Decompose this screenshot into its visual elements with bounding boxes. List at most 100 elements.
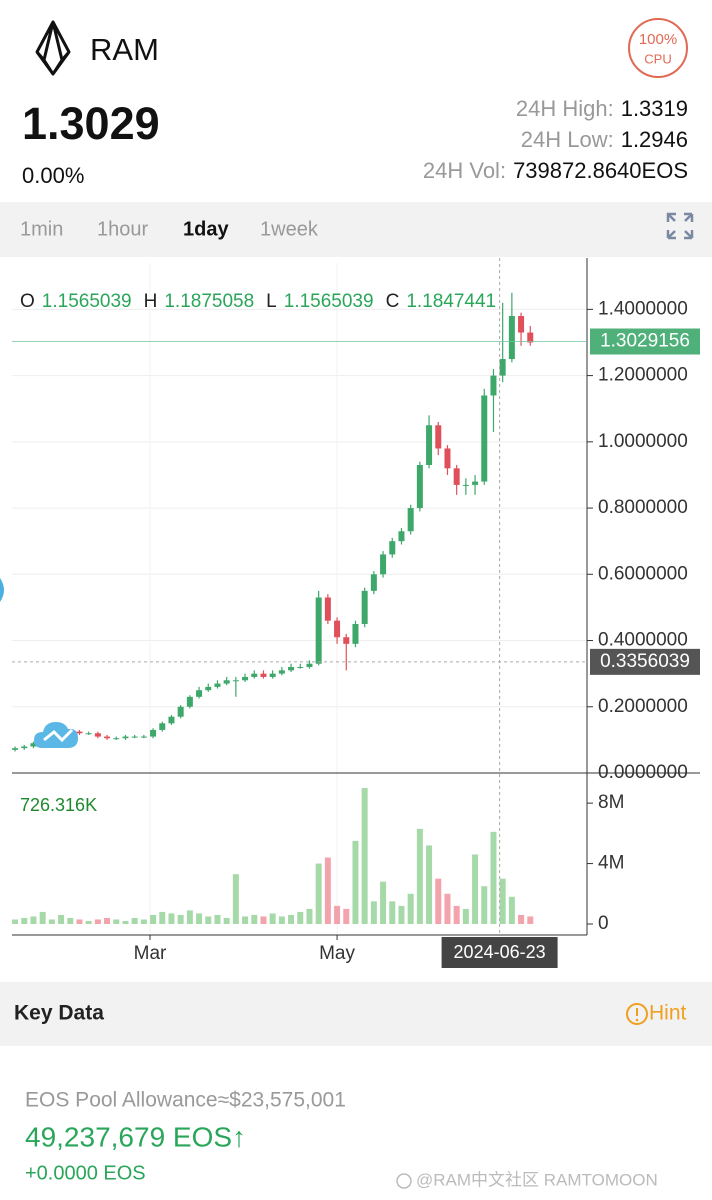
cloud-icon: [34, 722, 78, 748]
y-tick-label: 1.4000000: [598, 298, 688, 319]
volume-bar: [251, 914, 258, 924]
candle-body: [269, 673, 276, 677]
y-tick-label: 0.8000000: [598, 497, 688, 518]
volume-bar: [426, 845, 433, 924]
volume-bar: [131, 917, 138, 924]
y2-tick-label: 4M: [598, 853, 624, 874]
x-tick-label: Mar: [134, 943, 167, 964]
candle-body: [223, 680, 230, 684]
candle-body: [242, 676, 249, 681]
stat-value: 739872.8640EOS: [513, 158, 688, 183]
candle-body: [30, 743, 37, 747]
candle-body: [232, 680, 239, 682]
candle-body: [315, 597, 322, 664]
candle-body: [168, 716, 175, 724]
ohlc-value: 1.1565039: [284, 291, 374, 312]
tab[interactable]: 1min: [20, 218, 63, 240]
stat: 24H Low: 1.2946: [521, 127, 688, 152]
y2-tick-label: 0: [598, 913, 609, 934]
volume-bar: [453, 905, 460, 924]
candle-body: [334, 620, 341, 638]
hint: Hint: [649, 1002, 687, 1025]
asset-name: RAM: [90, 32, 159, 67]
tab[interactable]: 1hour: [97, 218, 148, 240]
volume-bar: [472, 854, 479, 924]
candle-body: [453, 468, 460, 485]
fullscreen-button[interactable]: [666, 212, 694, 240]
candle-body: [196, 690, 203, 697]
candle-body: [76, 731, 83, 734]
stat-label: 24H Low:: [521, 127, 614, 152]
tab-bar: [0, 202, 712, 257]
candle-body: [288, 667, 295, 671]
ohlc-key: C: [386, 291, 400, 312]
volume-bar: [380, 881, 387, 924]
crosshair-x-label: 2024-06-23: [454, 942, 546, 962]
volume-bar: [196, 913, 203, 924]
volume-bar: [232, 874, 239, 924]
watermark-icon: [396, 1173, 412, 1189]
y-tick-label: 0.6000000: [598, 563, 688, 584]
volume-bar: [398, 905, 405, 924]
candle-body: [131, 736, 138, 738]
last-price-label: 1.3029156: [600, 331, 690, 352]
cpu-label: CPU: [644, 51, 671, 66]
candle-body: [260, 673, 267, 677]
candle-body: [159, 723, 166, 730]
side-handle[interactable]: [0, 578, 4, 602]
candle-body: [416, 465, 423, 509]
candle-body: [444, 448, 451, 469]
hint-button[interactable]: Hint: [626, 1002, 687, 1025]
volume-bar: [269, 913, 276, 924]
stat-value: 1.2946: [621, 127, 688, 152]
candle-body: [407, 508, 414, 532]
volume-bar: [39, 911, 46, 924]
key-data-bar: [0, 982, 712, 1046]
volume-bar: [214, 914, 221, 924]
tab[interactable]: 1day: [183, 218, 229, 240]
volume-bar: [223, 917, 230, 924]
stat: 24H High: 1.3319: [516, 96, 688, 121]
price: 1.3029: [22, 98, 160, 149]
candle-body: [380, 554, 387, 575]
volume-bar: [444, 893, 451, 924]
ohlc-value: 1.1875058: [164, 291, 254, 312]
candle-body: [150, 729, 157, 737]
candle-body: [12, 748, 19, 750]
candle-body: [113, 738, 120, 740]
volume-bar: [462, 908, 469, 924]
volume-bar: [205, 916, 212, 924]
candle-body: [104, 736, 111, 739]
ohlc-key: L: [266, 291, 277, 312]
ohlc-key: O: [20, 291, 35, 312]
candle-body: [370, 574, 377, 591]
candle-body: [177, 706, 184, 717]
volume-bar: [113, 919, 120, 924]
ohlc-value: 1.1847441: [406, 291, 496, 312]
volume-bar: [242, 916, 249, 924]
volume-bar: [361, 788, 368, 924]
candle-body: [94, 733, 101, 737]
pool-amount: 49,237,679 EOS↑: [25, 1121, 246, 1152]
tab[interactable]: 1week: [260, 218, 319, 240]
volume-bar: [150, 914, 157, 924]
volume-bar: [76, 919, 83, 924]
crosshair-x-box: [441, 937, 558, 968]
volume-bar: [370, 901, 377, 924]
candle-body: [472, 481, 479, 485]
pool-change: +0.0000 EOS: [25, 1162, 146, 1184]
cpu-badge[interactable]: 100% CPU: [628, 18, 688, 78]
candle-body: [186, 696, 193, 707]
volume-bar: [159, 911, 166, 924]
crosshair-y-box: [590, 648, 700, 675]
ohlc-value: 1.1565039: [42, 291, 132, 312]
candle-body: [398, 531, 405, 542]
volume-bar: [490, 831, 497, 924]
candle-body: [85, 733, 92, 735]
candle-body: [518, 315, 525, 333]
ohlc-key: H: [144, 291, 158, 312]
volume-bar: [122, 920, 129, 924]
change: 0.00%: [22, 163, 84, 188]
